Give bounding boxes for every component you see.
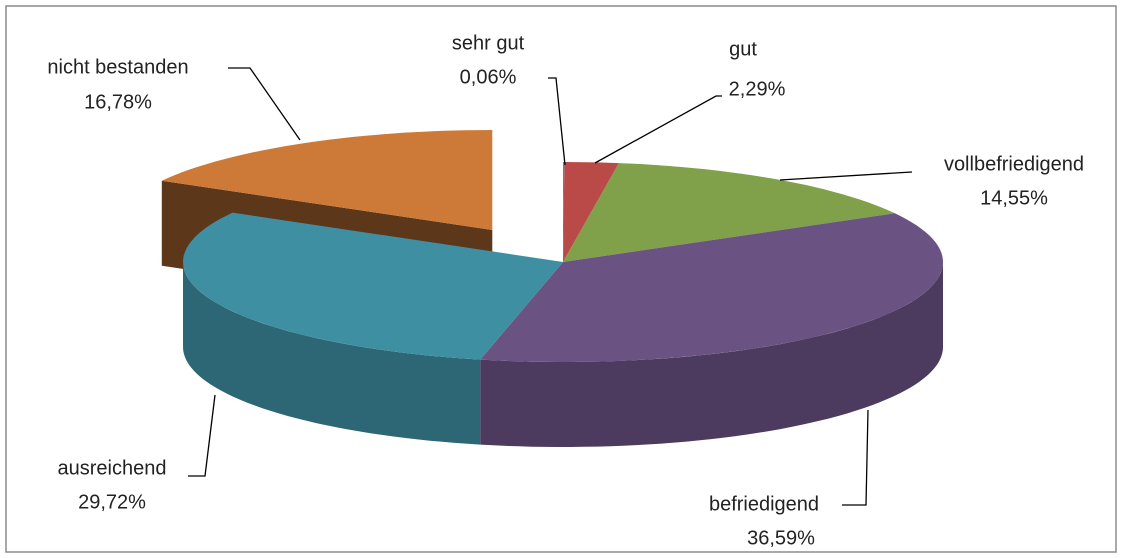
leader-line (548, 77, 566, 166)
data-label-name: vollbefriedigend (944, 153, 1084, 175)
data-label-value: 0,06% (460, 66, 517, 88)
slice (161, 130, 493, 230)
data-label-name: sehr gut (452, 32, 525, 54)
leader-line (228, 67, 301, 141)
slice-side (183, 262, 481, 445)
leader-line (188, 394, 216, 477)
data-label-value: 16,78% (84, 91, 152, 113)
slice-side (480, 262, 943, 447)
slice (563, 163, 895, 262)
slice (563, 162, 619, 262)
data-label-name: befriedigend (709, 493, 819, 515)
data-label-value: 29,72% (78, 491, 146, 513)
leader-line (842, 409, 869, 506)
data-label-name: nicht bestanden (47, 56, 188, 78)
data-label-name: ausreichend (58, 457, 167, 479)
leader-line (594, 95, 722, 164)
data-label-value: 2,29% (729, 78, 786, 100)
leader-line (779, 171, 913, 181)
slice (183, 212, 563, 360)
data-label-value: 36,59% (747, 527, 815, 549)
slice (480, 213, 943, 362)
data-label-name: gut (729, 38, 757, 60)
data-label-value: 14,55% (980, 187, 1048, 209)
